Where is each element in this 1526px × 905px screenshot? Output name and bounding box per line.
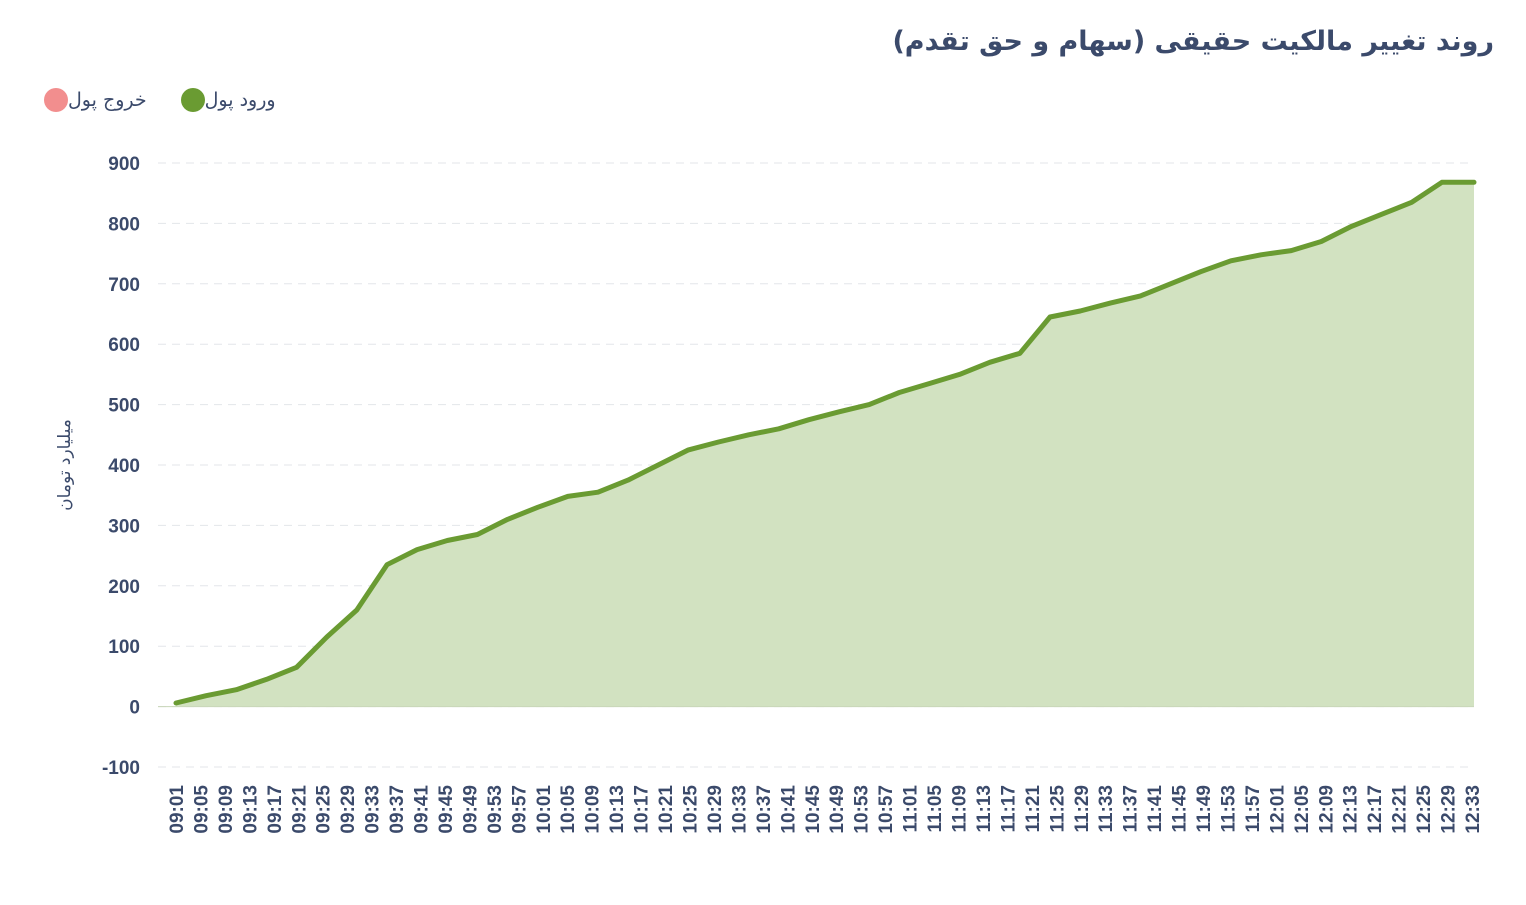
x-tick-label: 12:21 <box>1390 785 1411 834</box>
x-tick-label: 11:21 <box>1023 785 1044 833</box>
y-axis-label: میلیارد تومان <box>55 419 75 511</box>
legend: خروج پول ورود پول <box>36 88 302 112</box>
y-tick-labels: -100 0 100 200 300 400 500 600 700 800 900 <box>102 154 140 779</box>
x-tick-label: 10:05 <box>558 785 579 834</box>
x-tick-label: 09:09 <box>216 785 237 834</box>
inflow-area <box>176 182 1474 707</box>
x-tick-label: 12:29 <box>1439 785 1460 834</box>
x-tick-label: 11:41 <box>1145 785 1166 833</box>
x-tick-label: 09:13 <box>240 785 261 834</box>
x-tick-label: 09:57 <box>509 785 530 834</box>
x-tick-label: 10:09 <box>583 785 604 834</box>
x-tick-label: 11:09 <box>950 785 971 833</box>
x-tick-label: 10:13 <box>607 785 628 834</box>
x-tick-label: 11:33 <box>1096 785 1117 833</box>
x-tick-label: 09:01 <box>167 785 188 834</box>
outflow-dot-icon <box>44 88 68 112</box>
legend-label-inflow: ورود پول <box>204 89 276 111</box>
y-tick-label: 900 <box>108 154 140 175</box>
x-tick-label: 10:33 <box>729 785 750 834</box>
x-tick-label: 11:17 <box>998 785 1019 833</box>
x-tick-label: 11:49 <box>1194 785 1215 833</box>
x-tick-label: 10:29 <box>705 785 726 834</box>
x-tick-label: 11:05 <box>925 785 946 833</box>
y-tick-label: 700 <box>108 275 140 296</box>
x-tick-label: 09:21 <box>289 785 310 834</box>
y-tick-label: 0 <box>129 698 140 719</box>
y-tick-label: 400 <box>108 456 140 477</box>
x-tick-label: 10:17 <box>632 785 653 834</box>
x-tick-label: 12:25 <box>1414 785 1435 834</box>
x-tick-label: 12:01 <box>1267 785 1288 834</box>
x-tick-label: 09:05 <box>192 785 213 834</box>
x-tick-label: 10:57 <box>876 785 897 834</box>
x-tick-label: 11:29 <box>1072 785 1093 833</box>
x-tick-label: 10:01 <box>534 785 555 834</box>
x-tick-label: 11:45 <box>1170 785 1191 833</box>
y-tick-label: 300 <box>108 516 140 537</box>
x-tick-label: 10:49 <box>827 785 848 834</box>
x-tick-label: 11:13 <box>974 785 995 833</box>
x-tick-label: 12:05 <box>1292 785 1313 834</box>
x-tick-label: 12:17 <box>1365 785 1386 834</box>
chart-title: روند تغییر مالکیت حقیقی (سهام و حق تقدم) <box>892 26 1494 57</box>
x-tick-label: 09:17 <box>265 785 286 834</box>
x-tick-label: 10:25 <box>681 785 702 834</box>
y-tick-label: 800 <box>108 214 140 235</box>
x-tick-label: 09:41 <box>412 785 433 834</box>
x-tick-labels: 09:01 09:05 09:09 09:13 09:17 09:21 09:25 09:29… <box>167 785 1484 834</box>
x-tick-label: 09:37 <box>387 785 408 834</box>
x-tick-label: 11:53 <box>1219 785 1240 833</box>
x-tick-label: 11:25 <box>1047 785 1068 833</box>
x-tick-label: 11:01 <box>901 785 922 833</box>
x-tick-label: 09:53 <box>485 785 506 834</box>
y-tick-label: 500 <box>108 396 140 417</box>
x-tick-label: 10:53 <box>852 785 873 834</box>
x-tick-label: 12:09 <box>1316 785 1337 834</box>
x-tick-label: 10:41 <box>778 785 799 834</box>
x-tick-label: 10:45 <box>803 785 824 834</box>
x-tick-label: 11:37 <box>1121 785 1142 833</box>
inflow-line[interactable] <box>173 179 1477 706</box>
x-tick-label: 12:33 <box>1463 785 1484 834</box>
x-tick-label: 10:37 <box>754 785 775 834</box>
inflow-dot-icon <box>180 88 205 112</box>
x-tick-label: 09:33 <box>363 785 384 834</box>
x-tick-label: 11:57 <box>1243 785 1264 833</box>
x-tick-label: 09:25 <box>314 785 335 834</box>
x-tick-label: 12:13 <box>1341 785 1362 834</box>
x-tick-label: 09:49 <box>460 785 481 834</box>
y-tick-label: -100 <box>102 758 140 779</box>
legend-item-outflow[interactable]: خروج پول <box>36 88 147 112</box>
y-tick-label: 600 <box>108 335 140 356</box>
legend-label-outflow: خروج پول <box>68 89 147 111</box>
y-tick-label: 200 <box>108 577 140 598</box>
x-tick-label: 09:45 <box>436 785 457 834</box>
y-tick-label: 100 <box>108 637 140 658</box>
legend-item-inflow[interactable]: ورود پول <box>173 88 276 112</box>
x-tick-label: 09:29 <box>338 785 359 834</box>
x-tick-label: 10:21 <box>656 785 677 834</box>
